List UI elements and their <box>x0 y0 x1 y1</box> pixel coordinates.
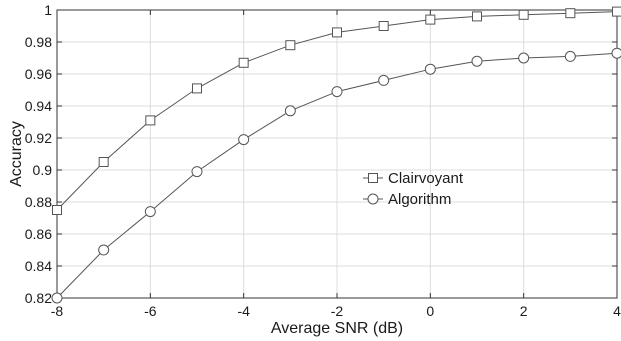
data-point-algorithm <box>238 134 250 146</box>
data-point-algorithm <box>284 105 296 117</box>
data-point-clairvoyant <box>565 8 576 19</box>
data-point-clairvoyant <box>52 205 62 215</box>
data-point-clairvoyant <box>425 14 436 25</box>
x-axis-title: Average SNR (dB) <box>271 320 403 337</box>
y-tick-label: 0.94 <box>25 98 52 114</box>
x-tick-label: -2 <box>331 303 344 319</box>
data-point-algorithm <box>331 86 343 98</box>
data-point-algorithm <box>378 74 390 86</box>
data-point-clairvoyant <box>145 115 156 126</box>
data-point-algorithm <box>51 292 63 304</box>
y-tick-label: 0.86 <box>25 226 52 242</box>
x-tick-label: -4 <box>237 303 250 319</box>
y-tick-label: 0.84 <box>25 258 52 274</box>
data-point-algorithm <box>144 206 156 218</box>
y-tick-label: 0.98 <box>25 34 52 50</box>
axes: -8 -6 -4 -2 0 2 4 0.82 0.84 0.86 0.88 0.9 0.92 0.94 0.… <box>25 2 621 319</box>
grid <box>56 9 618 299</box>
data-point-algorithm <box>424 63 436 75</box>
data-point-clairvoyant <box>612 6 621 17</box>
x-tick-label: -8 <box>51 303 64 319</box>
data-point-clairvoyant <box>98 157 109 167</box>
y-tick-label: 1 <box>44 2 52 18</box>
data-point-algorithm <box>564 50 576 62</box>
data-point-clairvoyant <box>332 27 342 38</box>
series-clairvoyant <box>52 6 621 215</box>
x-tick-label: 0 <box>426 303 434 319</box>
data-point-algorithm <box>471 55 483 67</box>
legend: Clairvoyant Algorithm <box>363 170 464 208</box>
legend-label-algorithm: Algorithm <box>388 191 451 208</box>
y-tick-label: 0.92 <box>25 130 52 146</box>
data-point-clairvoyant <box>192 83 202 94</box>
data-point-algorithm <box>98 244 110 256</box>
legend-marker-algorithm <box>367 193 379 205</box>
x-tick-label: -6 <box>144 303 157 319</box>
series-algorithm <box>51 47 621 304</box>
data-point-algorithm <box>611 47 621 59</box>
x-tick-label: 2 <box>520 303 528 319</box>
x-tick-label: 4 <box>613 303 621 319</box>
data-point-clairvoyant <box>238 57 249 68</box>
legend-label-clairvoyant: Clairvoyant <box>388 170 464 187</box>
data-point-clairvoyant <box>378 21 389 31</box>
y-tick-label: 0.9 <box>33 162 53 178</box>
data-point-clairvoyant <box>518 9 529 20</box>
data-point-algorithm <box>518 52 530 64</box>
y-axis-title: Accuracy <box>8 121 25 187</box>
data-point-algorithm <box>191 166 203 178</box>
series-layer <box>51 6 621 304</box>
y-tick-label: 0.82 <box>25 290 52 306</box>
y-tick-label: 0.88 <box>25 194 52 210</box>
y-tick-label: 0.96 <box>25 66 52 82</box>
data-point-clairvoyant <box>472 11 482 22</box>
data-point-clairvoyant <box>285 40 296 51</box>
legend-marker-clairvoyant <box>368 173 378 183</box>
